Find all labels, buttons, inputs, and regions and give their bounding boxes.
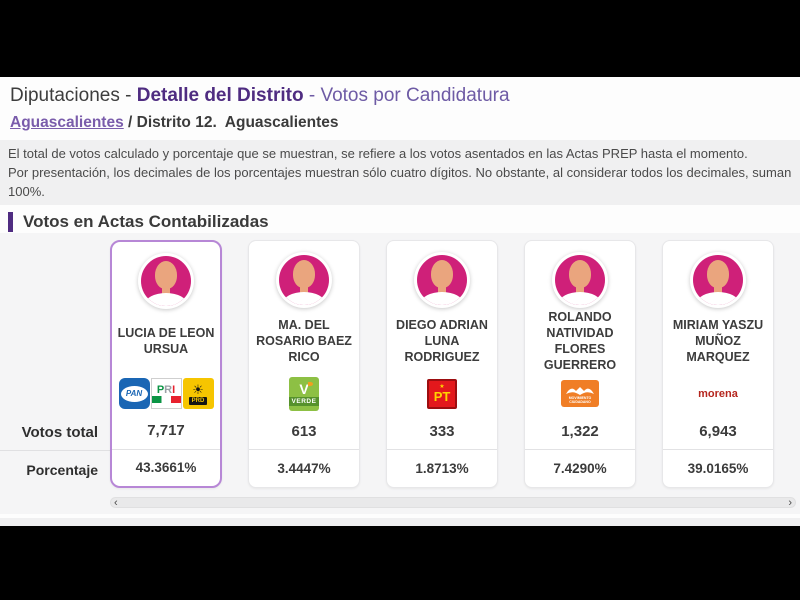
votes-total-row-label: Votos total xyxy=(21,423,98,441)
party-logo-pan-icon: PAN xyxy=(118,378,150,410)
section-title: Votos en Actas Contabilizadas xyxy=(23,212,269,231)
votes-cards-region: Votos total Porcentaje LUCIA DE LEON URS… xyxy=(0,233,800,514)
breadcrumb: Aguascalientes / Distrito 12. Aguascalie… xyxy=(0,107,800,132)
avatar-silhouette-icon xyxy=(693,255,743,306)
candidate-avatar xyxy=(276,252,332,309)
avatar-silhouette-icon xyxy=(279,255,329,306)
section-accent-bar xyxy=(8,212,13,232)
candidate-votes: 613 xyxy=(291,422,317,440)
avatar-zone xyxy=(525,241,635,309)
title-segment-contest: Diputaciones - xyxy=(10,85,137,106)
party-logo-prd-icon: ☀ PRD xyxy=(182,378,214,410)
percentage-row-label: Porcentaje xyxy=(0,450,110,488)
avatar-silhouette-icon xyxy=(417,255,467,306)
candidate-card[interactable]: DIEGO ADRIAN LUNA RODRIGUEZ ★ PT 333 1.87… xyxy=(386,240,498,488)
letterbox-bottom xyxy=(0,526,800,600)
title-segment-separator: - xyxy=(303,85,321,106)
info-note-line1: El total de votos calculado y porcentaje… xyxy=(8,146,748,161)
breadcrumb-state-link[interactable]: Aguascalientes xyxy=(10,114,124,131)
horizontal-scrollbar[interactable]: ‹ › xyxy=(110,496,796,509)
candidate-votes: 6,943 xyxy=(699,422,737,440)
candidate-card[interactable]: ROLANDO NATIVIDAD FLORES GUERRERO MOVIMI… xyxy=(524,240,636,488)
candidate-percentage: 1.8713% xyxy=(387,449,497,487)
page-title: Diputaciones - Detalle del Distrito - Vo… xyxy=(0,77,800,107)
party-logos: V VERDE xyxy=(249,374,359,414)
breadcrumb-separator: / xyxy=(123,114,137,131)
avatar-zone xyxy=(663,241,773,309)
candidate-votes: 333 xyxy=(429,422,455,440)
party-logo-mc-icon: MOVIMIENTO CIUDADANO xyxy=(561,380,599,408)
info-note-line2: Por presentación, los decimales de los p… xyxy=(8,165,792,199)
footer-note-band: Por presentación, los decimales de los p… xyxy=(0,518,800,526)
candidate-percentage: 39.0165% xyxy=(663,449,773,487)
candidate-cards: LUCIA DE LEON URSUA PAN PRI ☀ PRD 7,717 43.… xyxy=(110,240,774,488)
party-logo-verde-icon: V VERDE xyxy=(289,376,319,411)
party-logo-morena-icon: morena xyxy=(698,387,738,400)
candidate-avatar xyxy=(552,252,608,309)
candidate-avatar xyxy=(414,252,470,309)
info-note-band: El total de votos calculado y porcentaje… xyxy=(0,140,800,205)
candidate-avatar xyxy=(690,252,746,309)
candidate-percentage: 7.4290% xyxy=(525,449,635,487)
candidate-name: MIRIAM YASZU MUÑOZ MARQUEZ xyxy=(672,318,764,365)
candidate-card[interactable]: LUCIA DE LEON URSUA PAN PRI ☀ PRD 7,717 43.… xyxy=(110,240,222,488)
title-segment-district-detail: Detalle del Distrito xyxy=(136,85,304,106)
party-logos: ★ PT xyxy=(387,374,497,414)
candidate-name: DIEGO ADRIAN LUNA RODRIGUEZ xyxy=(396,318,488,365)
candidate-votes: 7,717 xyxy=(147,422,185,440)
breadcrumb-current-district: Distrito 12. Aguascalientes xyxy=(136,114,339,131)
candidate-name: LUCIA DE LEON URSUA xyxy=(117,326,215,357)
title-segment-votes-by-candidacy: Votos por Candidatura xyxy=(320,85,510,106)
letterbox-top xyxy=(0,0,800,77)
candidate-name: MA. DEL ROSARIO BAEZ RICO xyxy=(256,318,352,365)
candidate-card[interactable]: MA. DEL ROSARIO BAEZ RICO V VERDE 613 3.4… xyxy=(248,240,360,488)
avatar-silhouette-icon xyxy=(141,255,191,306)
candidate-avatar xyxy=(138,252,194,309)
scroll-right-icon[interactable]: › xyxy=(788,496,792,509)
party-logo-pri-icon: PRI xyxy=(150,378,182,410)
row-labels-column: Votos total Porcentaje xyxy=(0,240,110,488)
row-labels-spacer xyxy=(0,240,110,414)
party-logos: PAN PRI ☀ PRD xyxy=(112,374,220,413)
avatar-zone xyxy=(387,241,497,309)
candidate-votes: 1,322 xyxy=(561,422,599,440)
candidate-card[interactable]: MIRIAM YASZU MUÑOZ MARQUEZ morena 6,943 … xyxy=(662,240,774,488)
section-heading: Votos en Actas Contabilizadas xyxy=(8,211,792,233)
avatar-zone xyxy=(112,242,220,309)
candidate-percentage: 43.3661% xyxy=(112,448,220,486)
party-logos: morena xyxy=(663,374,773,414)
party-logos: MOVIMIENTO CIUDADANO xyxy=(525,374,635,414)
avatar-silhouette-icon xyxy=(555,255,605,306)
prep-results-page: Diputaciones - Detalle del Distrito - Vo… xyxy=(0,77,800,526)
candidate-percentage: 3.4447% xyxy=(249,449,359,487)
scroll-left-icon[interactable]: ‹ xyxy=(114,496,118,509)
candidate-name: ROLANDO NATIVIDAD FLORES GUERRERO xyxy=(543,310,617,373)
avatar-zone xyxy=(249,241,359,309)
party-logo-pt-icon: ★ PT xyxy=(427,378,457,409)
